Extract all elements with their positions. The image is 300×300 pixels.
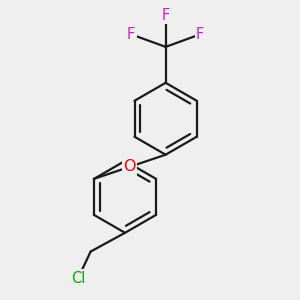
Text: O: O: [124, 159, 136, 174]
Text: F: F: [161, 8, 170, 23]
Text: Cl: Cl: [71, 271, 85, 286]
Text: F: F: [196, 27, 204, 42]
Text: F: F: [127, 27, 135, 42]
